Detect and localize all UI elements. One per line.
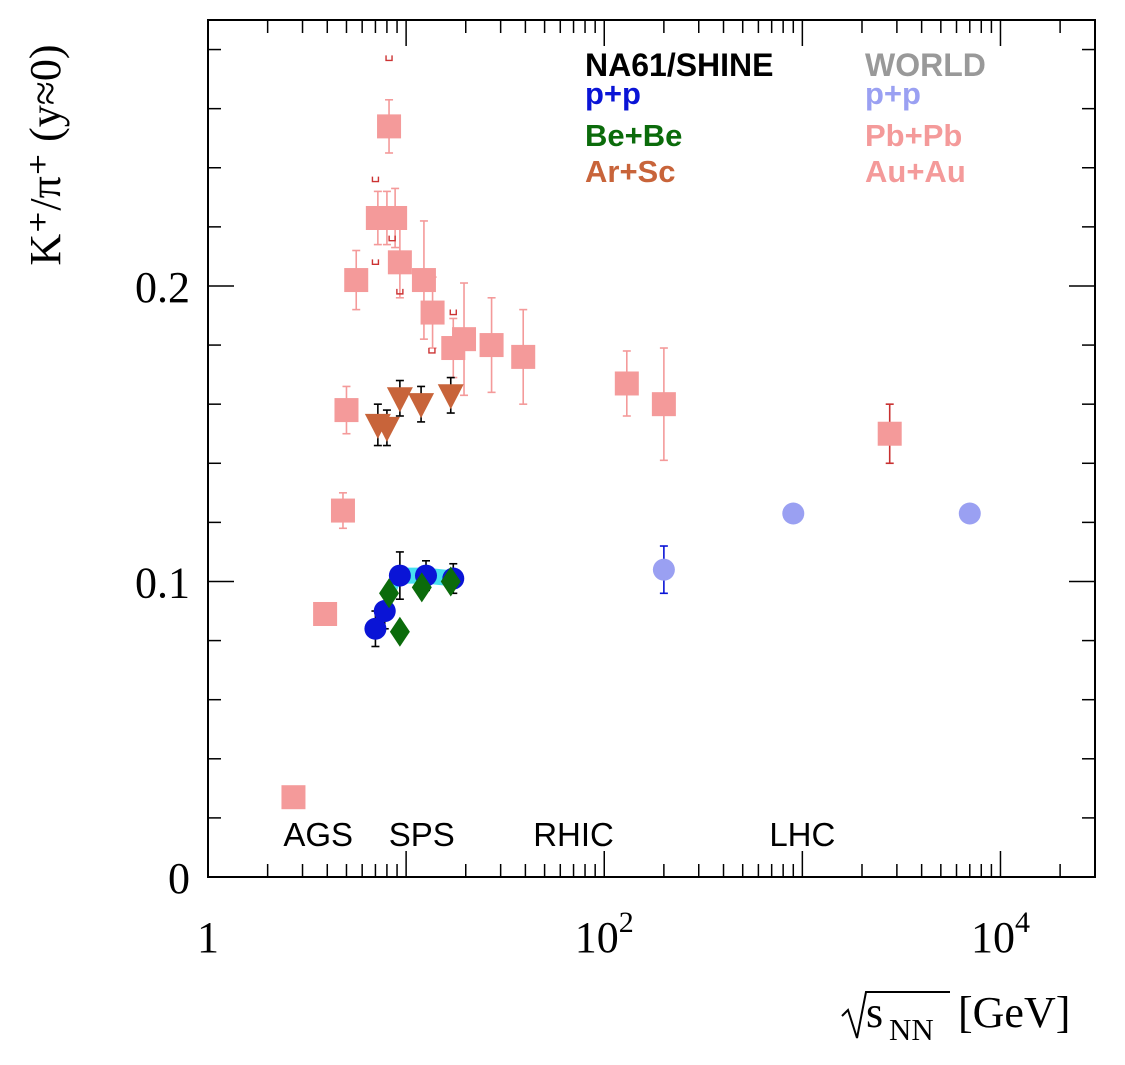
marker-diamond xyxy=(389,616,410,647)
systematic-bracket xyxy=(388,235,396,242)
marker-square xyxy=(877,421,902,446)
legend-entry-world: Au+Au xyxy=(865,154,966,189)
x-axis-title-main: s xyxy=(866,988,883,1037)
legend-entry-na61: Be+Be xyxy=(585,118,682,153)
marker-square xyxy=(313,601,338,626)
marker-diamond xyxy=(440,566,461,597)
x-axis-title-unit: [GeV] xyxy=(958,988,1070,1037)
region-label-rhic: RHIC xyxy=(533,816,614,853)
legend-entry-na61: p+p xyxy=(585,76,641,111)
marker-circle xyxy=(782,502,805,525)
marker-circle xyxy=(388,564,411,587)
x-tick-label-exponent: 4 xyxy=(1015,906,1030,939)
sqrt-sign-icon xyxy=(841,991,950,1039)
legend-entry-na61: Ar+Sc xyxy=(585,154,675,189)
marker-square xyxy=(411,268,436,293)
region-label-ags: AGS xyxy=(283,816,353,853)
axis-ticks xyxy=(207,20,1096,878)
marker-square xyxy=(479,333,504,358)
region-label-lhc: LHC xyxy=(769,816,835,853)
accelerator-regions: AGS SPS RHIC LHC xyxy=(283,816,835,853)
marker-circle xyxy=(373,600,396,623)
systematic-bracket xyxy=(371,259,380,266)
y-tick-label: 0.2 xyxy=(135,263,190,312)
x-tick-label: 1 xyxy=(197,913,219,962)
marker-square xyxy=(614,371,639,396)
marker-triangle xyxy=(408,393,435,419)
tick-labels: 1 102 104 0 0.1 0.2 xyxy=(135,263,1030,962)
systematic-bracket xyxy=(371,176,380,183)
x-axis-title: s NN [GeV] xyxy=(841,988,1070,1047)
marker-square xyxy=(344,268,369,293)
marker-triangle xyxy=(437,384,464,410)
marker-square xyxy=(330,498,355,523)
marker-square xyxy=(511,344,536,369)
y-tick-label: 0.1 xyxy=(135,558,190,607)
marker-square xyxy=(387,250,412,275)
marker-circle xyxy=(958,502,981,525)
marker-square xyxy=(383,205,408,230)
marker-square xyxy=(281,785,306,810)
marker-square xyxy=(334,398,359,423)
marker-square xyxy=(452,327,477,352)
marker-square xyxy=(377,114,402,139)
x-axis-title-sub: NN xyxy=(889,1012,934,1047)
y-axis-title: K⁺/π⁺ (y≈0) xyxy=(21,44,70,265)
data-markers xyxy=(281,114,981,810)
x-tick-label: 102 xyxy=(575,906,634,962)
systematic-bracket xyxy=(385,55,393,62)
marker-square xyxy=(420,300,445,325)
plot-frame xyxy=(207,19,1096,878)
x-tick-label-exponent: 2 xyxy=(619,906,634,939)
legend-header-na61: NA61/SHINE xyxy=(585,47,774,83)
marker-diamond xyxy=(379,578,400,609)
marker-circle xyxy=(652,558,675,581)
systematic-bracket xyxy=(428,347,436,354)
marker-circle xyxy=(364,617,387,640)
systematic-bracket xyxy=(449,309,457,316)
systematic-bracket xyxy=(396,288,404,295)
x-tick-label: 104 xyxy=(971,906,1030,962)
marker-square xyxy=(651,392,676,417)
legend-header-world: WORLD xyxy=(865,47,986,83)
legend: NA61/SHINE WORLDp+pBe+BeAr+Scp+pPb+PbAu+A… xyxy=(585,47,986,189)
legend-entry-world: Pb+Pb xyxy=(865,118,962,153)
region-label-sps: SPS xyxy=(389,816,455,853)
y-tick-label: 0 xyxy=(168,854,190,903)
marker-triangle xyxy=(373,416,400,442)
marker-triangle xyxy=(386,387,413,413)
marker-diamond xyxy=(411,572,432,603)
legend-entry-world: p+p xyxy=(865,76,921,111)
